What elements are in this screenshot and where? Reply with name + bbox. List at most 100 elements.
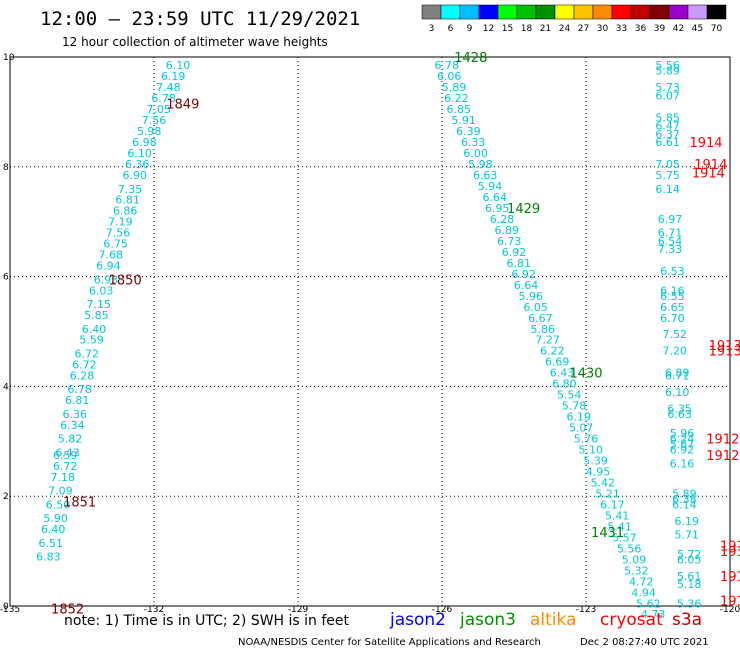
- colorbar-label: 70: [711, 24, 723, 34]
- wave-height-values: 6.106.197.486.787.057.565.986.986.106.36…: [36, 59, 701, 621]
- pass-label: 1851: [63, 496, 96, 511]
- wave-height-point: 6.16: [660, 284, 685, 297]
- colorbar-label: 45: [692, 24, 703, 34]
- colorbar-label: 42: [673, 24, 684, 34]
- wave-height-point: 4.95: [586, 465, 611, 478]
- colorbar-label: 15: [502, 24, 513, 34]
- wave-height-point: 6.53: [660, 265, 685, 278]
- wave-height-point: 5.56: [655, 59, 680, 72]
- wave-height-point: 6.71: [658, 227, 683, 240]
- y-tick-label: 8: [3, 163, 9, 173]
- wave-height-point: 7.27: [535, 334, 560, 347]
- wave-height-point: 6.54: [658, 235, 683, 248]
- wave-height-point: 6.72: [72, 358, 97, 371]
- wave-height-point: 6.75: [103, 238, 128, 251]
- satellite-legend-item: altika: [530, 610, 577, 630]
- wave-height-point: 5.94: [478, 180, 503, 193]
- wave-height-point: 7.05: [655, 158, 680, 171]
- satellite-legend-item: jason2: [389, 610, 446, 630]
- wave-height-point: 6.19: [675, 515, 700, 528]
- colorbar-label: 18: [521, 24, 533, 34]
- colorbar-swatch: [668, 4, 689, 20]
- x-tick-label: -129: [288, 605, 309, 615]
- wave-height-point: 7.15: [87, 298, 112, 311]
- pass-label: 1430: [569, 367, 602, 382]
- colorbar-swatch: [421, 4, 442, 20]
- wave-height-point: 6.40: [82, 323, 107, 336]
- wave-height-point: 6.64: [514, 279, 539, 292]
- wave-height-point: 6.06: [437, 70, 462, 83]
- wave-height-point: 7.56: [142, 114, 167, 127]
- pass-label: 1913: [709, 345, 740, 360]
- pass-label: 1431: [591, 526, 624, 541]
- wave-height-point: 6.86: [113, 205, 138, 218]
- wave-height-point: 6.72: [53, 460, 78, 473]
- wave-height-point: 6.65: [660, 301, 685, 314]
- wave-height-point: 6.00: [463, 147, 488, 160]
- wave-height-point: 5.89: [442, 81, 467, 94]
- y-tick-label: 2: [3, 492, 9, 502]
- colorbar-label: 3: [429, 24, 435, 34]
- wave-height-point: 6.37: [655, 128, 680, 141]
- wave-height-point: 6.10: [166, 59, 191, 72]
- y-tick-label: 6: [3, 273, 9, 283]
- wave-height-point: 5.89: [655, 65, 680, 78]
- wave-height-point: 5.36: [677, 597, 702, 610]
- wave-height-point: 6.34: [60, 419, 85, 432]
- wave-height-point: 5.98: [468, 158, 493, 171]
- wave-height-point: 5.21: [595, 487, 620, 500]
- wave-height-point: 6.19: [567, 411, 592, 424]
- wave-height-point: 7.68: [99, 249, 124, 262]
- colorbar-swatch: [440, 4, 461, 20]
- wave-height-point: 6.94: [96, 260, 121, 273]
- wave-height-point: 4.72: [629, 575, 654, 588]
- wave-height-point: 6.36: [63, 408, 88, 421]
- wave-height-point: 6.17: [600, 498, 625, 511]
- wave-height-point: 6.28: [490, 213, 515, 226]
- colorbar-label: 36: [635, 24, 647, 34]
- wave-height-point: 6.85: [447, 103, 472, 116]
- wave-height-point: 6.59: [53, 449, 78, 462]
- wave-height-point: 6.63: [473, 169, 498, 182]
- colorbar-label: 9: [467, 24, 473, 34]
- wave-height-point: 5.57: [612, 531, 637, 544]
- wave-height-point: 6.98: [132, 136, 157, 149]
- footer-credit: NOAA/NESDIS Center for Satellite Applica…: [238, 637, 541, 648]
- wave-height-point: 6.05: [677, 553, 702, 566]
- x-tick-label: -120: [720, 605, 740, 615]
- wave-height-point: 6.81: [507, 257, 532, 270]
- wave-height-point: 5.18: [677, 578, 702, 591]
- wave-height-point: 7.35: [118, 183, 143, 196]
- wave-height-point: 6.64: [483, 191, 508, 204]
- colorbar-label: 39: [654, 24, 666, 34]
- wave-height-point: 7.52: [663, 328, 688, 341]
- wave-height-point: 6.19: [161, 70, 186, 83]
- wave-height-point: 6.83: [36, 551, 61, 564]
- colorbar-label: 21: [540, 24, 551, 34]
- wave-height-point: 5.56: [617, 542, 642, 555]
- wave-height-point: 6.80: [552, 378, 577, 391]
- colorbar-swatch: [687, 4, 708, 20]
- wave-height-point: 5.76: [574, 433, 599, 446]
- pass-label: 1912: [706, 433, 739, 448]
- wave-height-point: 6.95: [485, 202, 510, 215]
- wave-height-point: 5.41: [605, 509, 630, 522]
- wave-height-point: 6.38: [672, 493, 697, 506]
- pass-label: 191: [720, 595, 740, 610]
- wave-height-point: 5.42: [591, 476, 616, 489]
- wave-height-point: 5.85: [84, 309, 109, 322]
- wave-height-point: 6.24: [670, 433, 695, 446]
- pass-label: 191: [720, 540, 740, 555]
- wave-height-point: 6.63: [667, 408, 692, 421]
- wave-height-point: 5.41: [607, 520, 632, 533]
- colorbar-swatch: [630, 4, 651, 20]
- colorbar-label: 30: [597, 24, 609, 34]
- wave-height-point: 7.19: [108, 216, 133, 229]
- wave-height-point: 6.10: [665, 386, 690, 399]
- wave-height-point: 6.43: [55, 446, 80, 459]
- satellite-legend-item: jason3: [459, 610, 516, 630]
- wave-height-point: 5.73: [655, 81, 680, 94]
- wave-height-point: 6.22: [444, 92, 469, 105]
- colorbar-label: 12: [483, 24, 494, 34]
- x-tick-label: -126: [432, 605, 453, 615]
